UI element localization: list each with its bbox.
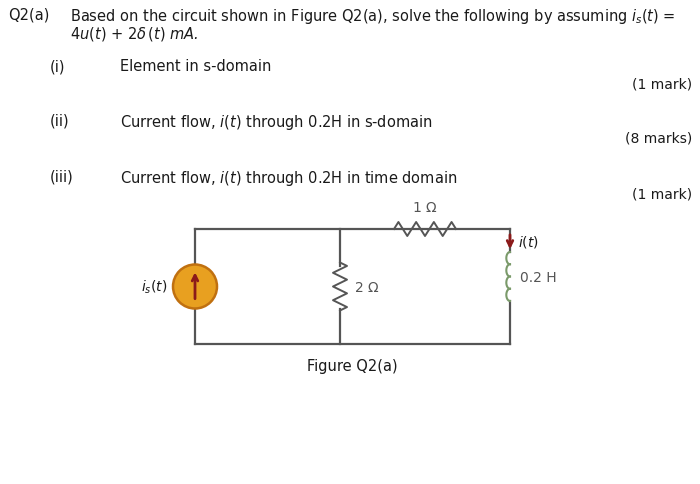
- Text: Based on the circuit shown in Figure Q2(a), solve the following by assuming $i_s: Based on the circuit shown in Figure Q2(…: [70, 7, 676, 26]
- Text: (ii): (ii): [50, 113, 69, 128]
- Text: $i(t)$: $i(t)$: [518, 233, 539, 249]
- Text: Q2(a): Q2(a): [8, 7, 50, 22]
- Text: Element in s-domain: Element in s-domain: [120, 59, 272, 74]
- Text: $i_s(t)$: $i_s(t)$: [141, 278, 167, 296]
- Text: $4u(t)$ + $2\delta\,(t)$ $mA$.: $4u(t)$ + $2\delta\,(t)$ $mA$.: [70, 25, 199, 43]
- Text: (i): (i): [50, 59, 66, 74]
- Text: 2 $\Omega$: 2 $\Omega$: [354, 280, 379, 294]
- Text: (8 marks): (8 marks): [624, 131, 692, 145]
- Text: 1 $\Omega$: 1 $\Omega$: [412, 200, 438, 214]
- Text: (1 mark): (1 mark): [632, 77, 692, 91]
- Text: (1 mark): (1 mark): [632, 187, 692, 200]
- Text: Current flow, $i(t)$ through 0.2H in s-domain: Current flow, $i(t)$ through 0.2H in s-d…: [120, 113, 433, 132]
- Text: (iii): (iii): [50, 168, 74, 183]
- Text: Current flow, $i(t)$ through 0.2H in time domain: Current flow, $i(t)$ through 0.2H in tim…: [120, 168, 457, 188]
- Text: Figure Q2(a): Figure Q2(a): [307, 358, 398, 373]
- Circle shape: [173, 265, 217, 309]
- Text: 0.2 H: 0.2 H: [520, 270, 556, 284]
